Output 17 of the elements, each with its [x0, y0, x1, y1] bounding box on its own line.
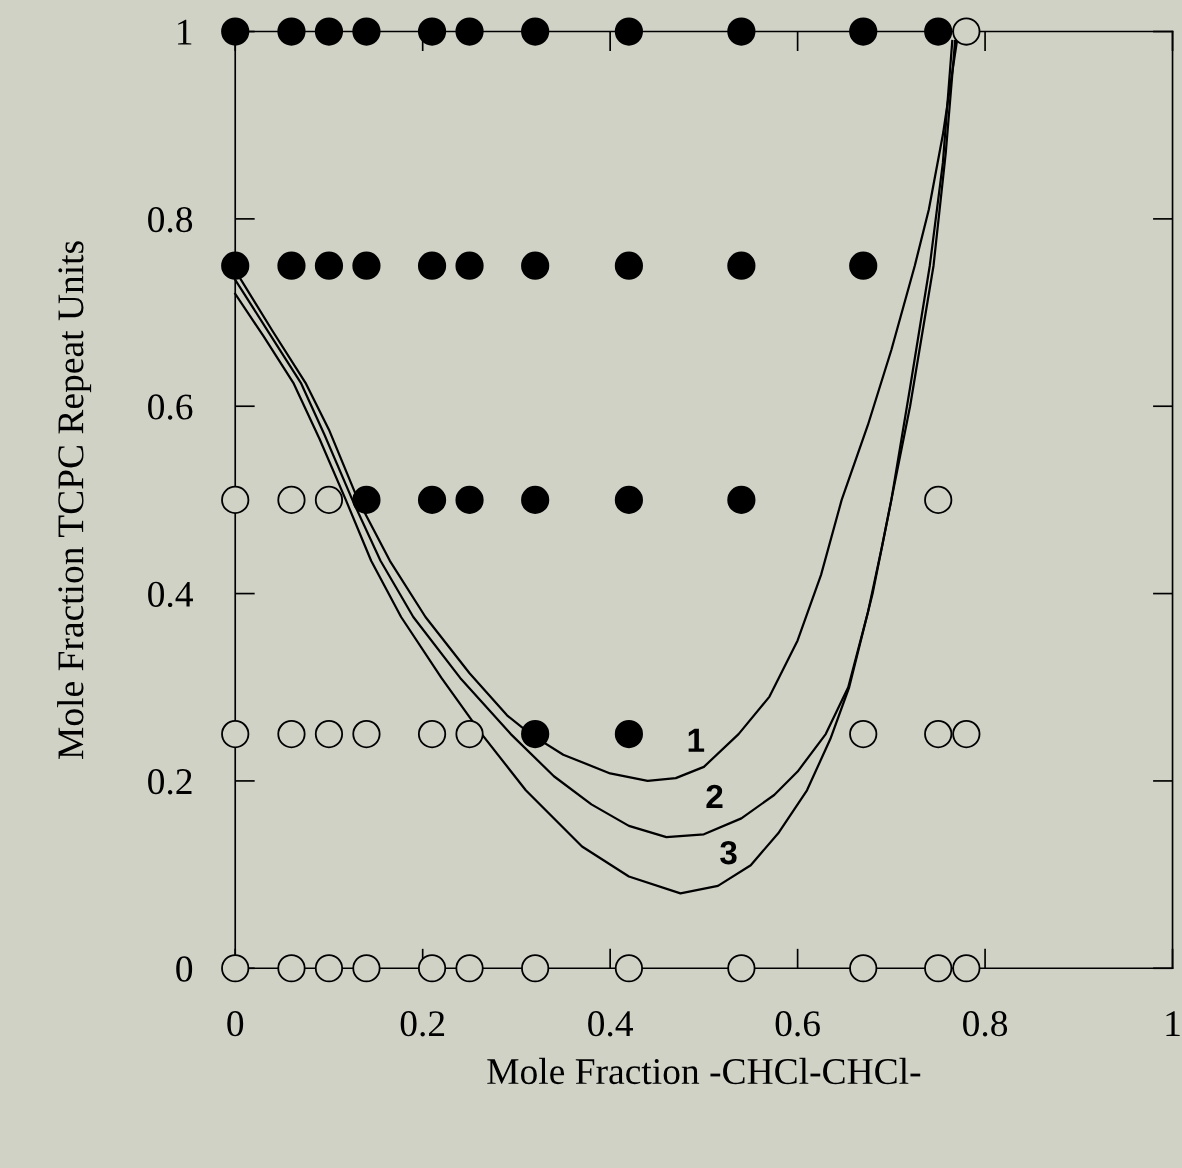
y-tick-label: 0.8	[148, 206, 193, 233]
y-tick-label: 0	[176, 956, 193, 982]
x-tick-label: 0.6	[775, 1011, 820, 1037]
y-tick-label: 0.4	[148, 581, 193, 608]
series-label: 3	[720, 840, 737, 865]
x-tick-label: 0	[227, 1011, 244, 1037]
x-tick-label: 0.2	[400, 1011, 445, 1037]
x-tick-label: 0.4	[588, 1011, 633, 1037]
y-tick-label: 0.6	[148, 394, 193, 420]
y-tick-label: 0.2	[148, 769, 192, 795]
series-label: 1	[688, 728, 705, 752]
y-axis-title: Mole Fraction TCPC Repeat Units	[57, 241, 92, 759]
x-tick-label: 0.8	[963, 1011, 1008, 1037]
series-label: 2	[706, 784, 723, 808]
y-tick-label: 1	[178, 19, 192, 45]
x-axis-title: Mole Fraction -CHCl-CHCl-	[487, 1057, 921, 1085]
x-tick-label: 1	[1166, 1011, 1180, 1036]
